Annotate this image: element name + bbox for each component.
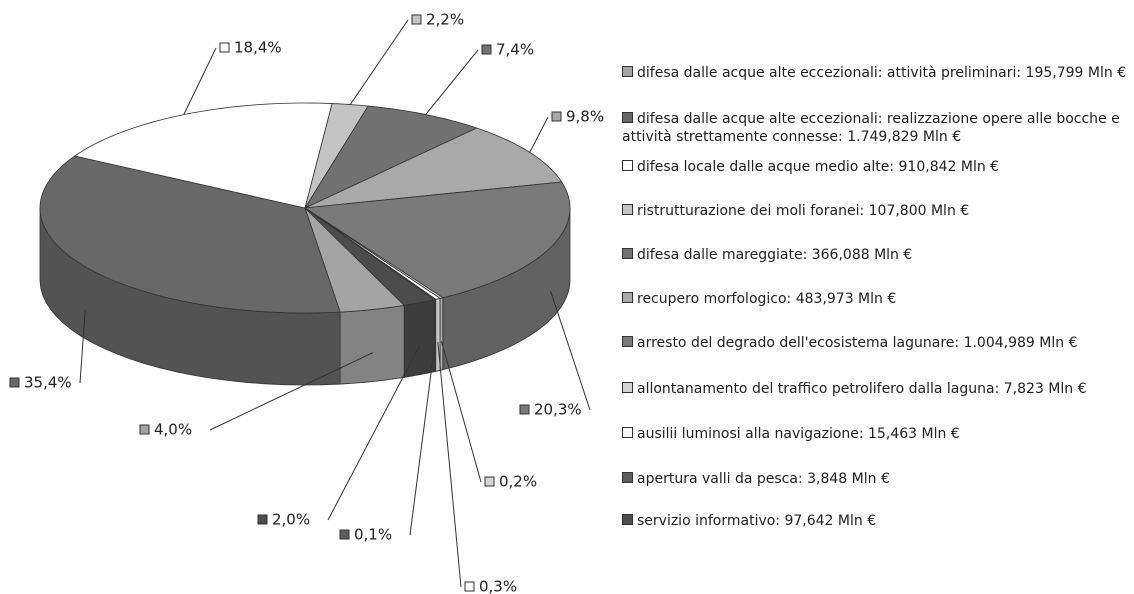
data-label: 9,8% bbox=[566, 108, 604, 126]
pie-side bbox=[339, 304, 405, 385]
legend-label: allontanamento del traffico petrolifero … bbox=[637, 381, 1087, 397]
legend-swatch bbox=[622, 382, 633, 393]
leader-line bbox=[183, 47, 217, 115]
legend-item: ristrutturazione dei moli foranei: 107,8… bbox=[622, 202, 1127, 220]
legend-item: servizio informativo: 97,642 Mln € bbox=[622, 512, 1127, 530]
legend-item: apertura valli da pesca: 3,848 Mln € bbox=[622, 470, 1127, 488]
data-label: 7,4% bbox=[496, 41, 534, 59]
label-swatch bbox=[139, 424, 150, 435]
legend-item: arresto del degrado dell'ecosistema lagu… bbox=[622, 334, 1127, 352]
pie-slice bbox=[304, 207, 406, 313]
legend-label: servizio informativo: 97,642 Mln € bbox=[637, 513, 877, 529]
label-swatch bbox=[551, 111, 562, 122]
legend-item: difesa dalle acque alte eccezionali: rea… bbox=[622, 110, 1127, 146]
data-label: 18,4% bbox=[234, 39, 282, 57]
leader-line bbox=[79, 309, 86, 384]
label-swatch bbox=[464, 581, 475, 592]
label-swatch bbox=[519, 404, 530, 415]
pie-slice bbox=[304, 207, 436, 306]
legend-item: difesa locale dalle acque medio alte: 91… bbox=[622, 158, 1127, 176]
pie-slice bbox=[39, 155, 341, 314]
leader-line bbox=[529, 116, 549, 153]
leader-line bbox=[327, 345, 420, 521]
data-label: 2,0% bbox=[272, 511, 310, 529]
data-label: 35,4% bbox=[24, 374, 72, 392]
legend-swatch bbox=[622, 160, 633, 171]
data-label: 20,3% bbox=[534, 401, 582, 419]
leader-line bbox=[409, 342, 436, 536]
leader-line bbox=[549, 290, 591, 411]
pie-side bbox=[439, 297, 444, 371]
legend-item: recupero morfologico: 483,973 Mln € bbox=[622, 290, 1127, 308]
legend-label: apertura valli da pesca: 3,848 Mln € bbox=[637, 471, 890, 487]
label-swatch bbox=[339, 529, 350, 540]
legend-swatch bbox=[622, 66, 633, 77]
pie-slice bbox=[304, 127, 563, 209]
legend-swatch bbox=[622, 292, 633, 303]
legend-swatch bbox=[622, 472, 633, 483]
leader-line bbox=[349, 19, 409, 105]
label-swatch bbox=[219, 42, 230, 53]
legend-label: difesa dalle acque alte eccezionali: rea… bbox=[622, 111, 1120, 145]
leader-line bbox=[437, 342, 462, 588]
leader-line bbox=[440, 341, 482, 483]
legend-item: allontanamento del traffico petrolifero … bbox=[622, 380, 1127, 398]
leader-line bbox=[209, 352, 373, 431]
legend-item: difesa dalle acque alte eccezionali: att… bbox=[622, 64, 1127, 82]
legend-swatch bbox=[622, 336, 633, 347]
legend-swatch bbox=[622, 514, 633, 525]
label-swatch bbox=[484, 476, 495, 487]
pie-slice bbox=[303, 181, 571, 299]
label-swatch bbox=[481, 44, 492, 55]
legend-label: difesa dalle acque alte eccezionali: att… bbox=[637, 65, 1127, 81]
pie-slice bbox=[303, 105, 478, 209]
legend-label: ausilii luminosi alla navigazione: 15,46… bbox=[637, 426, 960, 442]
legend-item: difesa dalle mareggiate: 366,088 Mln € bbox=[622, 246, 1127, 264]
data-label: 0,2% bbox=[499, 473, 537, 491]
legend-label: ristrutturazione dei moli foranei: 107,8… bbox=[637, 203, 970, 219]
label-swatch bbox=[257, 514, 268, 525]
label-swatch bbox=[411, 14, 422, 25]
pie-slice bbox=[73, 102, 333, 209]
legend-swatch bbox=[622, 204, 633, 215]
pie-chart: 4,0% 35,4% 18,4% 2,2% 7,4% 9,8% 20,3% 0,2% 0,3% 0… bbox=[9, 11, 604, 594]
legend-swatch bbox=[622, 112, 633, 123]
legend-item: ausilii luminosi alla navigazione: 15,46… bbox=[622, 425, 1127, 443]
data-label: 4,0% bbox=[154, 421, 192, 439]
leader-line bbox=[425, 49, 479, 115]
legend-label: difesa dalle mareggiate: 366,088 Mln € bbox=[637, 247, 913, 263]
data-label: 0,3% bbox=[479, 578, 517, 594]
data-label: 0,1% bbox=[354, 526, 392, 544]
legend-label: arresto del degrado dell'ecosistema lagu… bbox=[637, 335, 1078, 351]
data-label: 2,2% bbox=[426, 11, 464, 29]
legend-label: difesa locale dalle acque medio alte: 91… bbox=[637, 159, 1000, 175]
label-swatch bbox=[9, 377, 20, 388]
legend-label: recupero morfologico: 483,973 Mln € bbox=[637, 291, 897, 307]
legend-swatch bbox=[622, 427, 633, 438]
legend-swatch bbox=[622, 248, 633, 259]
